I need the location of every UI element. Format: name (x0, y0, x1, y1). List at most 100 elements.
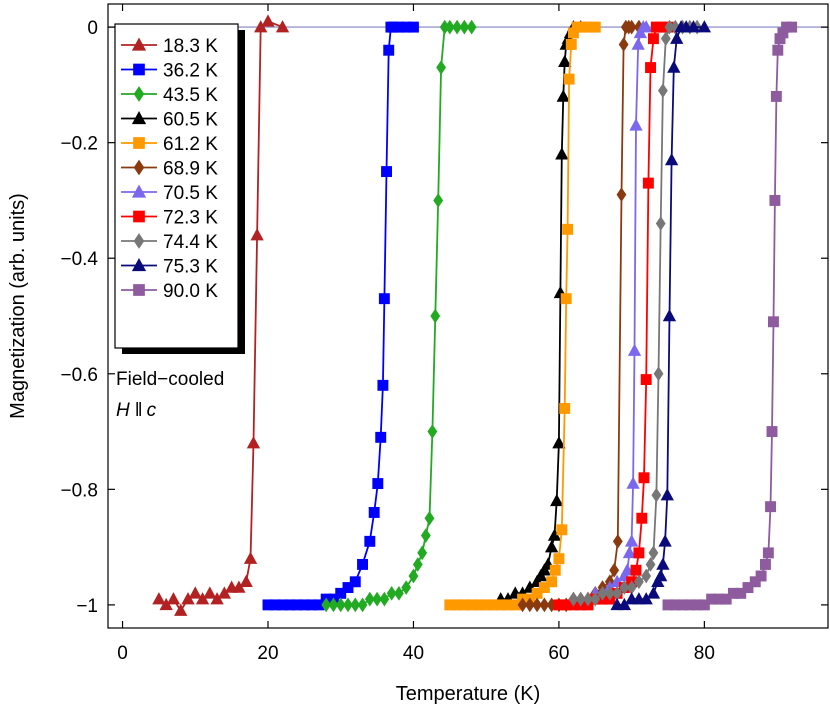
data-point-18-3-k (250, 228, 264, 241)
series-line-75-3-k (617, 26, 705, 606)
data-point-43-5-k (444, 19, 455, 35)
data-point-75-3-k (656, 557, 670, 570)
data-point-18-3-k (243, 551, 258, 564)
data-point-68-9-k (539, 597, 550, 613)
series-line-61-2-k (449, 26, 596, 606)
data-point-72-3-k (630, 564, 642, 576)
data-point-74-4-k (604, 585, 615, 601)
annotation-axis-symbol: c (147, 400, 157, 421)
data-point-36-2-k (378, 293, 390, 305)
data-point-75-3-k (697, 20, 712, 33)
data-point-75-3-k (660, 488, 674, 501)
legend-label-75-3-k: 75.3 K (163, 257, 218, 278)
data-point-43-5-k (350, 597, 361, 613)
data-point-90-0-k (684, 599, 696, 611)
data-point-75-3-k (670, 31, 684, 44)
data-point-43-5-k (357, 597, 368, 613)
data-point-74-4-k (568, 591, 579, 607)
series-line-72-3-k (558, 26, 668, 606)
data-point-18-3-k (261, 14, 275, 27)
data-point-90-0-k (691, 599, 703, 611)
legend: 18.3 K 36.2 K 43.5 K 60.5 K 61.2 K 68.9 K 70.5… (114, 23, 245, 354)
data-point-70-5-k (627, 343, 642, 356)
data-point-61-2-k (575, 21, 587, 33)
data-point-43-5-k (430, 308, 441, 324)
data-point-61-2-k (495, 599, 507, 611)
data-point-61-2-k (560, 293, 572, 305)
data-point-43-5-k (466, 19, 477, 35)
data-point-43-5-k (452, 19, 462, 35)
legend-label-72-3-k: 72.3 K (163, 208, 218, 229)
data-point-43-5-k (408, 568, 419, 584)
data-point-90-0-k (662, 599, 674, 611)
data-point-36-2-k (357, 558, 369, 570)
x-axis-title: Temperature (K) (396, 683, 541, 705)
series-line-90-0-k (668, 26, 792, 606)
data-point-90-0-k (786, 21, 798, 33)
data-point-36-2-k (377, 379, 389, 391)
data-point-60-5-k (547, 528, 562, 541)
data-point-36-2-k (269, 599, 281, 611)
series-60-5-k (494, 20, 588, 605)
data-point-60-5-k (550, 493, 564, 507)
data-point-72-3-k (642, 177, 654, 189)
data-point-61-2-k (546, 576, 558, 588)
data-point-75-3-k (664, 153, 679, 166)
data-point-70-5-k (626, 476, 640, 489)
legend-marker-90-0-k (133, 284, 145, 296)
x-tick-label: 60 (548, 643, 569, 664)
data-point-36-2-k (342, 582, 354, 594)
data-point-36-2-k (393, 21, 405, 33)
data-point-90-0-k (770, 90, 782, 102)
data-point-36-2-k (277, 599, 289, 611)
data-point-36-2-k (381, 166, 393, 178)
series-43-5-k (321, 19, 477, 613)
data-point-74-4-k (664, 19, 675, 35)
data-point-74-4-k (597, 585, 608, 601)
data-point-61-2-k (444, 599, 456, 611)
data-point-74-4-k (648, 545, 659, 561)
data-point-75-3-k (658, 534, 672, 547)
data-point-72-3-k (638, 472, 650, 484)
data-point-36-2-k (364, 535, 376, 547)
data-point-60-5-k (555, 147, 569, 160)
x-tick-label: 40 (403, 643, 424, 664)
data-point-72-3-k (560, 599, 572, 611)
legend-marker-72-3-k (133, 210, 145, 223)
data-point-43-5-k (436, 60, 446, 75)
data-point-43-5-k (401, 580, 412, 595)
data-point-74-4-k (653, 366, 664, 382)
data-point-60-5-k (552, 436, 566, 449)
annotation-field-direction: H ‖ c (116, 400, 157, 421)
annotation: Field−cooled H ‖ c (116, 369, 224, 421)
legend-marker-75-3-k (131, 258, 147, 272)
data-point-74-4-k (612, 585, 622, 601)
data-point-61-2-k (562, 223, 574, 235)
data-point-18-3-k (239, 574, 253, 588)
data-point-61-2-k (531, 587, 543, 599)
data-point-61-2-k (458, 599, 470, 611)
legend-marker-70-5-k (131, 184, 147, 198)
data-point-72-3-k (645, 62, 657, 74)
data-point-90-0-k (677, 599, 689, 611)
data-point-75-3-k (639, 592, 653, 605)
data-point-43-5-k (386, 585, 397, 601)
legend-label-61-2-k: 61.2 K (163, 134, 218, 155)
data-point-60-5-k (544, 540, 559, 553)
data-point-74-4-k (590, 591, 601, 607)
data-point-43-5-k (427, 424, 438, 439)
data-point-18-3-k (275, 20, 290, 33)
data-point-43-5-k (364, 591, 375, 607)
data-point-72-3-k (640, 374, 652, 386)
data-point-90-0-k (720, 593, 732, 605)
data-point-61-2-k (509, 599, 521, 611)
data-point-90-0-k (777, 27, 789, 39)
data-point-72-3-k (636, 512, 648, 524)
data-point-43-5-k (420, 528, 431, 543)
data-point-90-0-k (766, 426, 778, 438)
data-point-90-0-k (755, 570, 767, 582)
series-68-9-k (517, 19, 644, 613)
data-point-75-3-k (686, 20, 701, 33)
data-point-68-9-k (609, 562, 620, 578)
data-point-68-9-k (626, 19, 637, 35)
